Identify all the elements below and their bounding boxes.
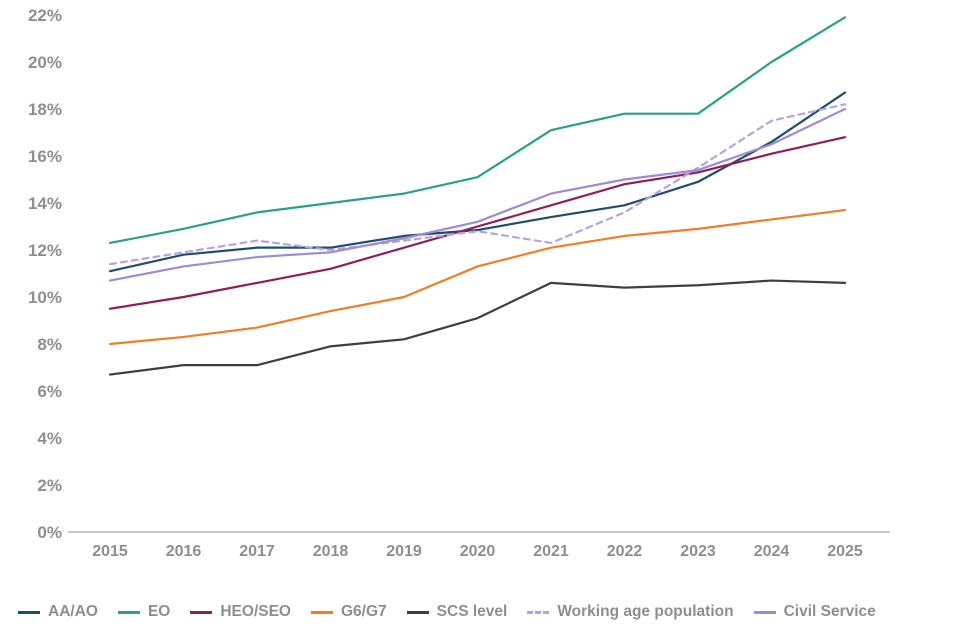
y-tick-label: 22% <box>28 6 62 25</box>
y-tick-label: 12% <box>28 241 62 260</box>
x-tick-label: 2023 <box>680 543 716 560</box>
legend-label: HEO/SEO <box>220 603 291 620</box>
series-line-working-age-population <box>108 103 847 266</box>
legend-swatch-dashed-line <box>527 610 550 614</box>
legend-label: Civil Service <box>783 603 876 620</box>
x-tick-label: 2020 <box>460 543 496 560</box>
x-tick-label: 2017 <box>239 543 275 560</box>
series-line-eo <box>108 16 847 245</box>
x-tick-label: 2015 <box>92 543 128 560</box>
x-tick-label: 2019 <box>386 543 422 560</box>
legend-item-g6-g7: G6/G7 <box>311 603 387 621</box>
x-tick-label: 2016 <box>166 543 202 560</box>
series-line-g6-g7 <box>108 208 847 346</box>
x-tick-label: 2025 <box>827 543 863 560</box>
legend-label: Working age population <box>557 603 734 620</box>
y-tick-label: 16% <box>28 147 62 166</box>
series-line-heo-seo <box>108 136 847 310</box>
legend-item-eo: EO <box>117 603 171 621</box>
legend-swatch-line <box>753 610 776 614</box>
series-line-aa-ao <box>108 91 847 273</box>
y-tick-label: 8% <box>37 335 62 354</box>
legend-item-aa-ao: AA/AO <box>18 603 98 621</box>
legend-swatch-line <box>18 610 40 614</box>
line-chart: 0% 2% 4% 6% 8% 10% 12% 14% 16% 18% 20% 22% 2015 2016 2… <box>28 6 890 560</box>
legend-label: AA/AO <box>48 603 98 620</box>
legend-label: SCS level <box>436 603 508 620</box>
legend-label: EO <box>147 603 171 620</box>
legend-swatch-line <box>406 610 429 614</box>
chart-legend: AA/AO EO HEO/SEO G6/G7 SCS level Working age … <box>18 603 954 621</box>
y-tick-label: 4% <box>37 429 62 448</box>
legend-item-civil-service: Civil Service <box>753 603 876 621</box>
legend-swatch-line <box>190 610 213 614</box>
legend-item-working-age-population: Working age population <box>527 603 734 621</box>
x-tick-label: 2024 <box>754 543 790 560</box>
x-tick-label: 2021 <box>533 543 569 560</box>
legend-item-scs-level: SCS level <box>406 603 508 621</box>
legend-swatch-line <box>117 610 140 614</box>
legend-label: G6/G7 <box>341 603 387 620</box>
y-tick-label: 2% <box>37 476 62 495</box>
y-tick-label: 18% <box>28 100 62 119</box>
y-tick-label: 0% <box>37 523 62 542</box>
y-tick-label: 14% <box>28 194 62 213</box>
legend-swatch-line <box>311 610 333 614</box>
y-tick-label: 6% <box>37 382 62 401</box>
series-line-scs-level <box>108 279 847 376</box>
x-tick-label: 2022 <box>607 543 643 560</box>
x-tick-label: 2018 <box>313 543 349 560</box>
y-tick-label: 20% <box>28 53 62 72</box>
legend-item-heo-seo: HEO/SEO <box>190 603 291 621</box>
series-line-civil-service <box>108 107 847 282</box>
y-tick-label: 10% <box>28 288 62 307</box>
